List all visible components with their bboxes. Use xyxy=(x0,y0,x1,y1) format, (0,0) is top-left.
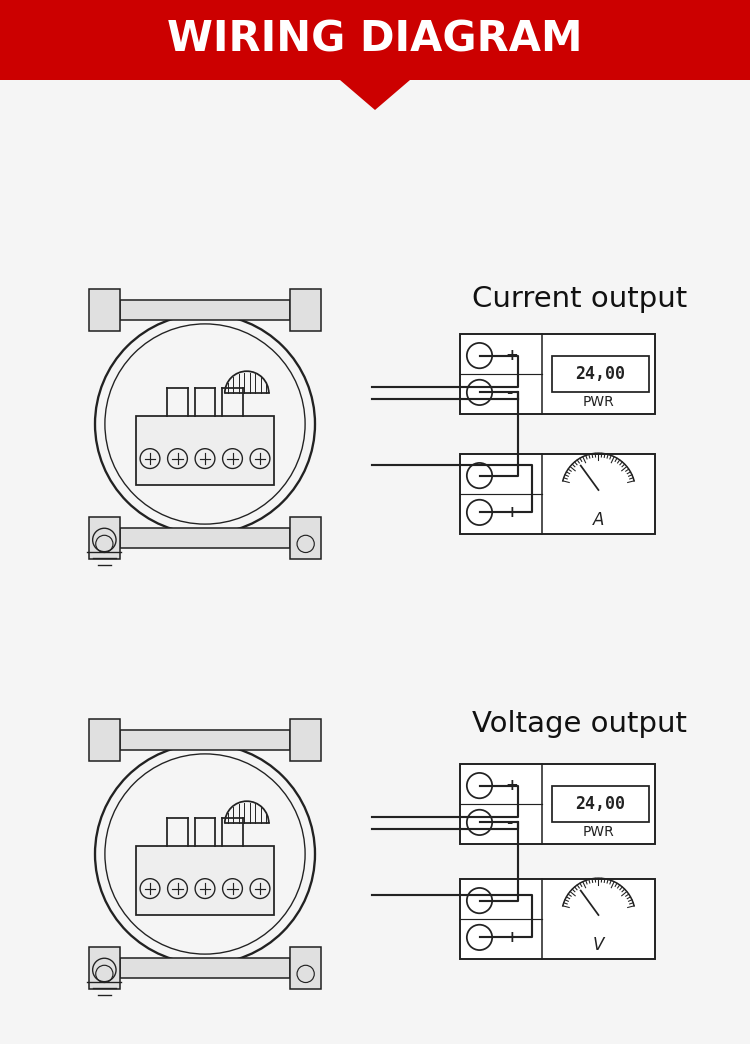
Bar xyxy=(89,947,120,989)
Bar xyxy=(552,356,650,392)
Bar xyxy=(120,300,290,319)
Bar xyxy=(89,517,120,559)
Polygon shape xyxy=(340,80,410,110)
Bar xyxy=(290,289,321,331)
Bar xyxy=(460,879,655,959)
Text: -: - xyxy=(506,468,512,483)
Bar xyxy=(552,786,650,822)
Bar xyxy=(290,517,321,559)
Text: 24,00: 24,00 xyxy=(575,794,626,813)
Bar xyxy=(89,289,120,331)
Text: PWR: PWR xyxy=(583,825,614,839)
Text: 24,00: 24,00 xyxy=(575,365,626,383)
Text: +: + xyxy=(506,778,518,793)
Text: PWR: PWR xyxy=(583,395,614,409)
Text: Voltage output: Voltage output xyxy=(472,710,688,738)
Bar xyxy=(460,334,655,414)
Text: +: + xyxy=(506,348,518,363)
Bar xyxy=(290,719,321,761)
Bar xyxy=(0,0,750,80)
Text: A: A xyxy=(592,511,604,528)
Bar xyxy=(460,764,655,844)
Text: +: + xyxy=(506,930,518,945)
Text: -: - xyxy=(506,893,512,908)
Bar xyxy=(120,730,290,750)
Text: Current output: Current output xyxy=(472,285,688,313)
Text: +: + xyxy=(506,505,518,520)
Text: -: - xyxy=(506,385,512,400)
Text: WIRING DIAGRAM: WIRING DIAGRAM xyxy=(167,19,583,61)
Bar xyxy=(290,947,321,989)
Text: V: V xyxy=(592,935,604,953)
Bar xyxy=(120,528,290,548)
Bar xyxy=(89,719,120,761)
Bar xyxy=(136,417,274,484)
Text: -: - xyxy=(506,815,512,830)
Bar xyxy=(460,454,655,533)
Bar xyxy=(120,958,290,978)
Bar xyxy=(136,847,274,915)
